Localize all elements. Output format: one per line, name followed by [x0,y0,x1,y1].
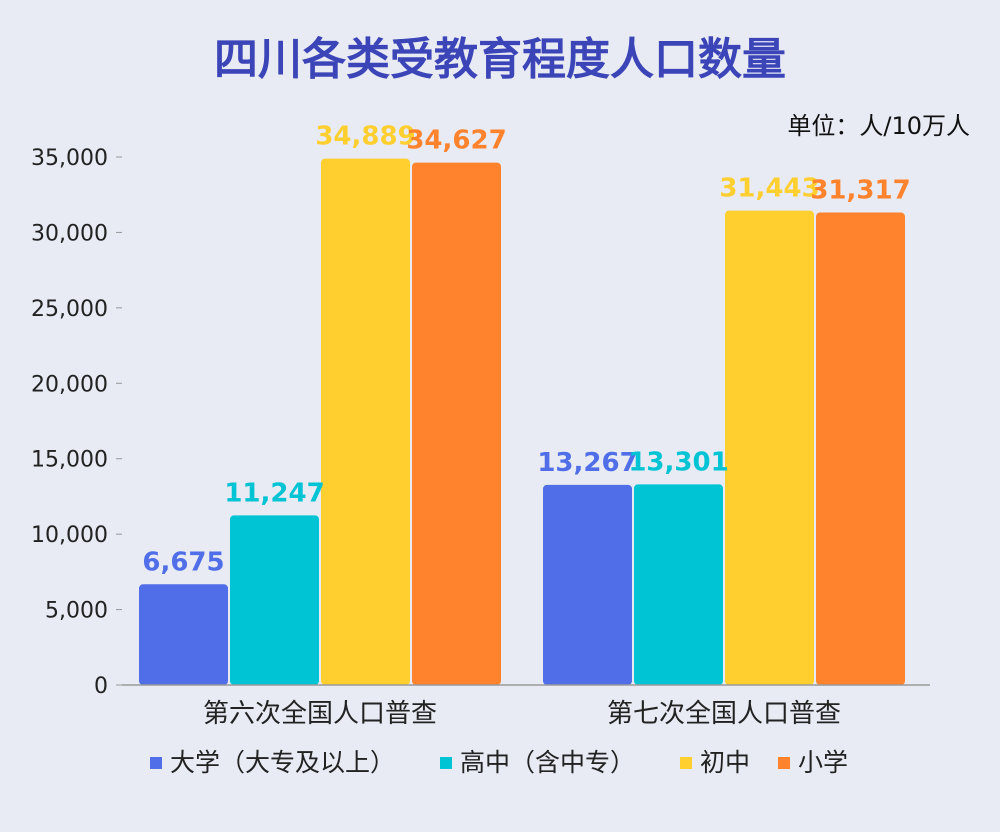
legend-label: 高中（含中专） [460,748,635,777]
x-category-label: 第七次全国人口普查 [607,699,841,729]
bar [321,158,410,686]
bar [725,210,814,685]
bar [230,515,319,685]
bar [634,484,723,685]
bar [139,584,228,685]
bar [543,484,632,685]
bar [412,162,501,686]
bar-value-label: 6,675 [142,547,224,577]
x-axis: 第六次全国人口普查 第七次全国人口普查 [122,684,930,729]
bar-value-label: 13,301 [628,447,728,477]
y-tick-label: 35,000 [31,146,108,171]
x-category-label: 第六次全国人口普查 [203,699,437,729]
legend: 大学（大专及以上） 高中（含中专） 初中 小学 [150,748,848,777]
bar-value-label: 34,889 [315,122,415,152]
legend-label: 大学（大专及以上） [170,748,395,777]
y-tick-label: 20,000 [31,372,108,397]
y-tick-label: 25,000 [31,297,108,322]
bar-value-label: 13,267 [537,448,637,478]
legend-swatch [440,757,452,769]
y-tick-label: 30,000 [31,221,108,246]
bar-value-label: 34,627 [406,126,506,156]
legend-swatch [150,757,162,769]
legend-swatch [680,757,692,769]
y-tick-label: 5,000 [45,599,108,624]
bars-group [139,158,905,686]
bar [816,212,905,686]
y-tick-label: 15,000 [31,448,108,473]
unit-note: 单位：人/10万人 [787,112,970,140]
bar-value-label: 31,443 [719,174,819,204]
legend-swatch [778,757,790,769]
y-tick-label: 0 [94,674,108,699]
bar-value-label: 31,317 [810,176,910,206]
bar-value-label: 11,247 [224,478,324,508]
legend-label: 初中 [700,748,750,777]
y-tick-label: 10,000 [31,523,108,548]
y-axis: 0 5,000 10,000 15,000 20,000 25,000 30,000 35,0… [31,146,122,699]
chart-title: 四川各类受教育程度人口数量 [214,34,786,85]
legend-label: 小学 [798,748,848,777]
